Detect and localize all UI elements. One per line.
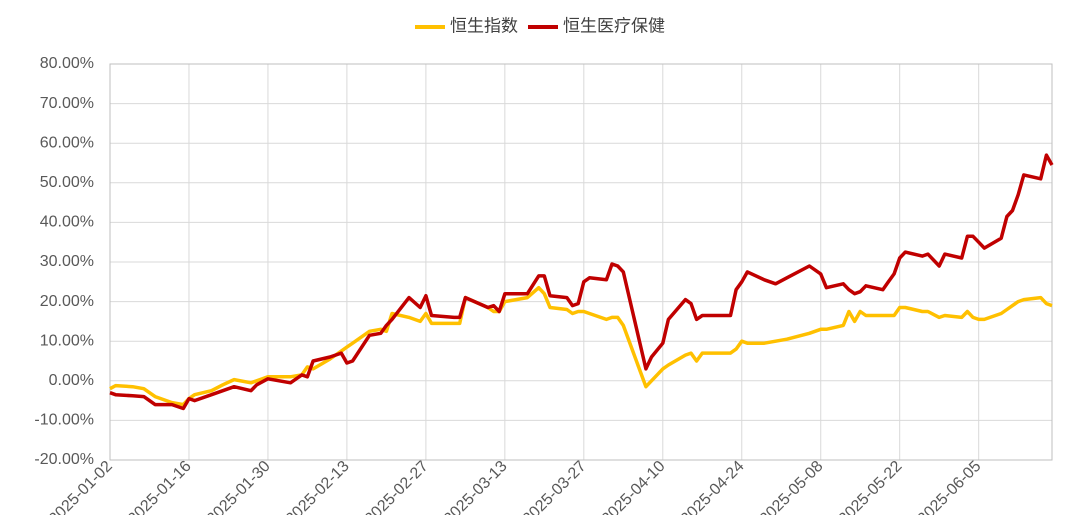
y-tick-label: 30.00%: [40, 253, 94, 270]
x-tick-label: 2025-05-22: [836, 458, 906, 515]
y-tick-label: -10.00%: [34, 412, 94, 429]
x-tick-label: 2025-03-13: [441, 458, 511, 515]
y-tick-label: 20.00%: [40, 293, 94, 310]
x-tick-label: 2025-03-27: [520, 458, 590, 515]
x-tick-label: 2025-06-05: [915, 458, 985, 515]
data-line: [109, 285, 1053, 407]
x-tick-label: 2025-05-08: [757, 458, 827, 515]
y-tick-label: 40.00%: [40, 214, 94, 231]
x-tick-label: 2025-02-27: [362, 458, 432, 515]
x-tick-label: 2025-01-16: [125, 458, 195, 515]
x-tick-label: 2025-02-13: [283, 458, 353, 515]
y-tick-label: -20.00%: [34, 451, 94, 468]
legend-label: 恒生指数: [450, 16, 518, 35]
y-tick-label: 50.00%: [40, 174, 94, 191]
plot-border: [109, 63, 1053, 461]
x-tick-label: 2025-01-30: [204, 458, 274, 515]
x-tick-label: 2025-04-10: [599, 458, 669, 515]
y-tick-label: 70.00%: [40, 95, 94, 112]
data-line: [109, 153, 1054, 411]
y-tick-label: 80.00%: [40, 55, 94, 72]
legend-label: 恒生医疗保健: [563, 16, 665, 35]
y-tick-label: 0.00%: [49, 372, 94, 389]
x-tick-label: 2025-04-24: [678, 458, 748, 515]
y-tick-label: 60.00%: [40, 134, 94, 151]
y-tick-label: 10.00%: [40, 332, 94, 349]
